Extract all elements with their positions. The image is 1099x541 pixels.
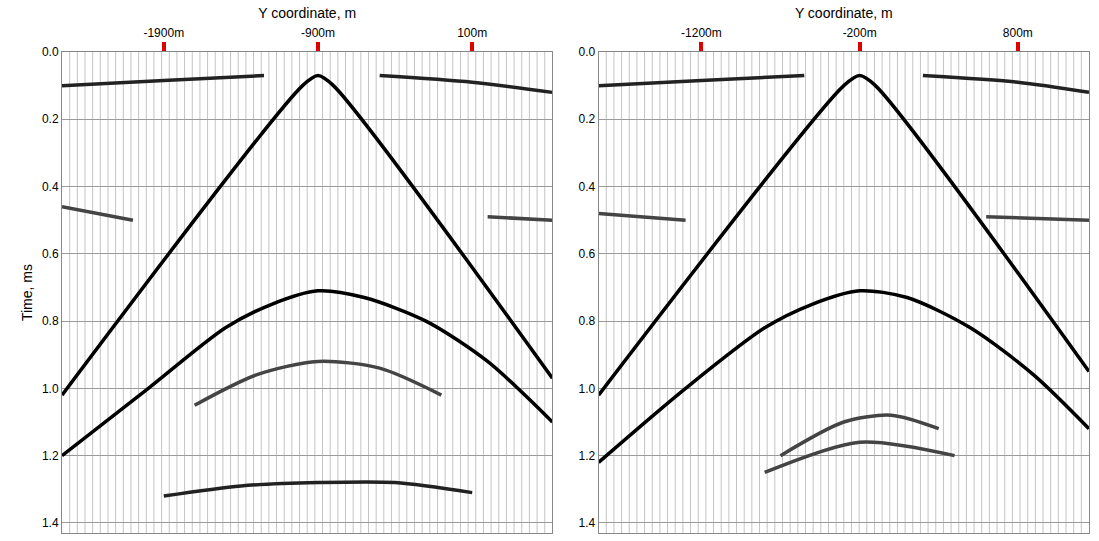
svg-text:0.6: 0.6	[42, 247, 59, 261]
svg-text:1.4: 1.4	[579, 516, 596, 530]
svg-text:0.4: 0.4	[42, 180, 59, 194]
svg-text:Y coordinate, m: Y coordinate, m	[795, 5, 893, 21]
svg-text:0.6: 0.6	[579, 247, 596, 261]
svg-text:-1200m: -1200m	[681, 26, 722, 40]
svg-text:1.0: 1.0	[579, 382, 596, 396]
svg-text:Y coordinate, m: Y coordinate, m	[258, 5, 356, 21]
svg-text:0.4: 0.4	[579, 180, 596, 194]
svg-text:1.2: 1.2	[42, 449, 59, 463]
svg-text:-200m: -200m	[843, 26, 877, 40]
svg-text:0.8: 0.8	[42, 314, 59, 328]
svg-text:Time, ms: Time, ms	[19, 264, 35, 321]
svg-text:0.8: 0.8	[579, 314, 596, 328]
svg-text:100m: 100m	[457, 26, 487, 40]
svg-text:-900m: -900m	[301, 26, 335, 40]
svg-text:0.2: 0.2	[42, 112, 59, 126]
svg-text:800m: 800m	[1003, 26, 1033, 40]
svg-text:0.0: 0.0	[42, 45, 59, 59]
svg-text:1.0: 1.0	[42, 382, 59, 396]
svg-text:0.0: 0.0	[579, 45, 596, 59]
svg-text:-1900m: -1900m	[143, 26, 184, 40]
svg-text:1.2: 1.2	[579, 449, 596, 463]
svg-text:0.2: 0.2	[579, 112, 596, 126]
svg-text:1.4: 1.4	[42, 516, 59, 530]
